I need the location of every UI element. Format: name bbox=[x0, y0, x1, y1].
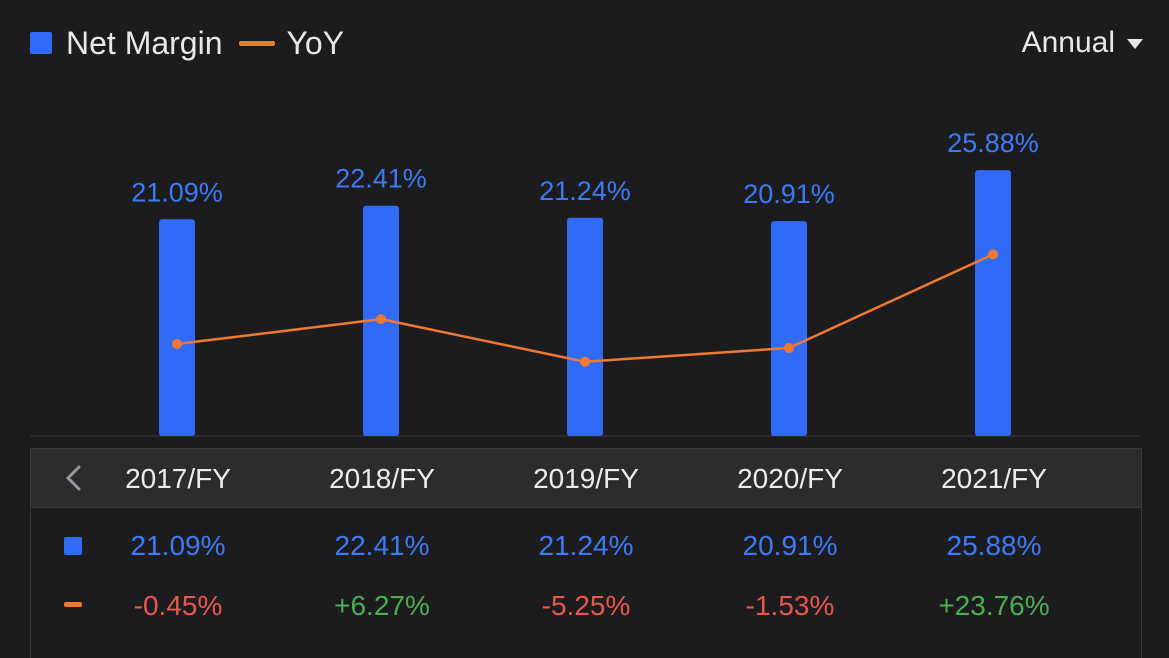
net-margin-bar bbox=[567, 217, 603, 436]
yoy-point bbox=[376, 314, 386, 325]
yoy-point bbox=[172, 338, 182, 349]
net-margin-bar-label: 21.24% bbox=[539, 176, 631, 206]
yoy-point bbox=[580, 356, 590, 367]
yoy-point bbox=[784, 342, 794, 353]
net-margin-bar-label: 22.41% bbox=[335, 164, 427, 194]
yoy-row-indicator bbox=[64, 602, 82, 607]
legend-net-margin-swatch bbox=[30, 32, 52, 54]
column-header-2020: 2020/FY bbox=[737, 463, 843, 494]
net-margin-bar-label: 21.09% bbox=[131, 177, 223, 207]
net-margin-cell-2020: 20.91% bbox=[742, 530, 838, 561]
caret-down-icon bbox=[1127, 39, 1143, 49]
net-margin-chart: 21.09% 22.41% 21.24% 20.91% 25.88% bbox=[30, 128, 1140, 437]
net-margin-bar-label: 20.91% bbox=[743, 179, 835, 209]
net-margin-row-indicator bbox=[64, 537, 82, 555]
net-margin-cell-2018: 22.41% bbox=[334, 530, 430, 561]
net-margin-bar bbox=[975, 170, 1011, 436]
column-header-2017: 2017/FY bbox=[125, 463, 231, 494]
data-table: 2017/FY 2018/FY 2019/FY 2020/FY 2021/FY … bbox=[30, 448, 1142, 658]
net-margin-cell-2019: 21.24% bbox=[538, 530, 634, 561]
period-dropdown-label: Annual bbox=[1021, 26, 1115, 59]
chevron-left-icon[interactable] bbox=[59, 463, 89, 493]
yoy-cell-2020: -1.53% bbox=[745, 590, 835, 621]
chart-legend: Net Margin YoY bbox=[30, 22, 344, 64]
legend-yoy-swatch bbox=[238, 40, 275, 46]
legend-yoy-label: YoY bbox=[286, 24, 345, 61]
net-margin-bar-label: 25.88% bbox=[947, 128, 1039, 158]
net-margin-cell-2021: 25.88% bbox=[946, 530, 1042, 561]
legend-net-margin-label: Net Margin bbox=[66, 24, 223, 61]
net-margin-bar bbox=[771, 221, 807, 436]
period-dropdown[interactable]: Annual bbox=[1022, 22, 1143, 64]
yoy-cell-2017: -0.45% bbox=[133, 590, 223, 621]
net-margin-bar bbox=[159, 219, 195, 436]
column-header-2018: 2018/FY bbox=[329, 463, 435, 494]
yoy-cell-2018: +6.27% bbox=[334, 590, 430, 621]
column-header-2021: 2021/FY bbox=[941, 463, 1047, 494]
net-margin-cell-2017: 21.09% bbox=[130, 530, 226, 561]
yoy-cell-2019: -5.25% bbox=[541, 590, 631, 621]
yoy-point bbox=[988, 249, 998, 260]
table-header: 2017/FY 2018/FY 2019/FY 2020/FY 2021/FY bbox=[31, 448, 1141, 508]
column-header-2019: 2019/FY bbox=[533, 463, 639, 494]
yoy-cell-2021: +23.76% bbox=[938, 590, 1050, 621]
